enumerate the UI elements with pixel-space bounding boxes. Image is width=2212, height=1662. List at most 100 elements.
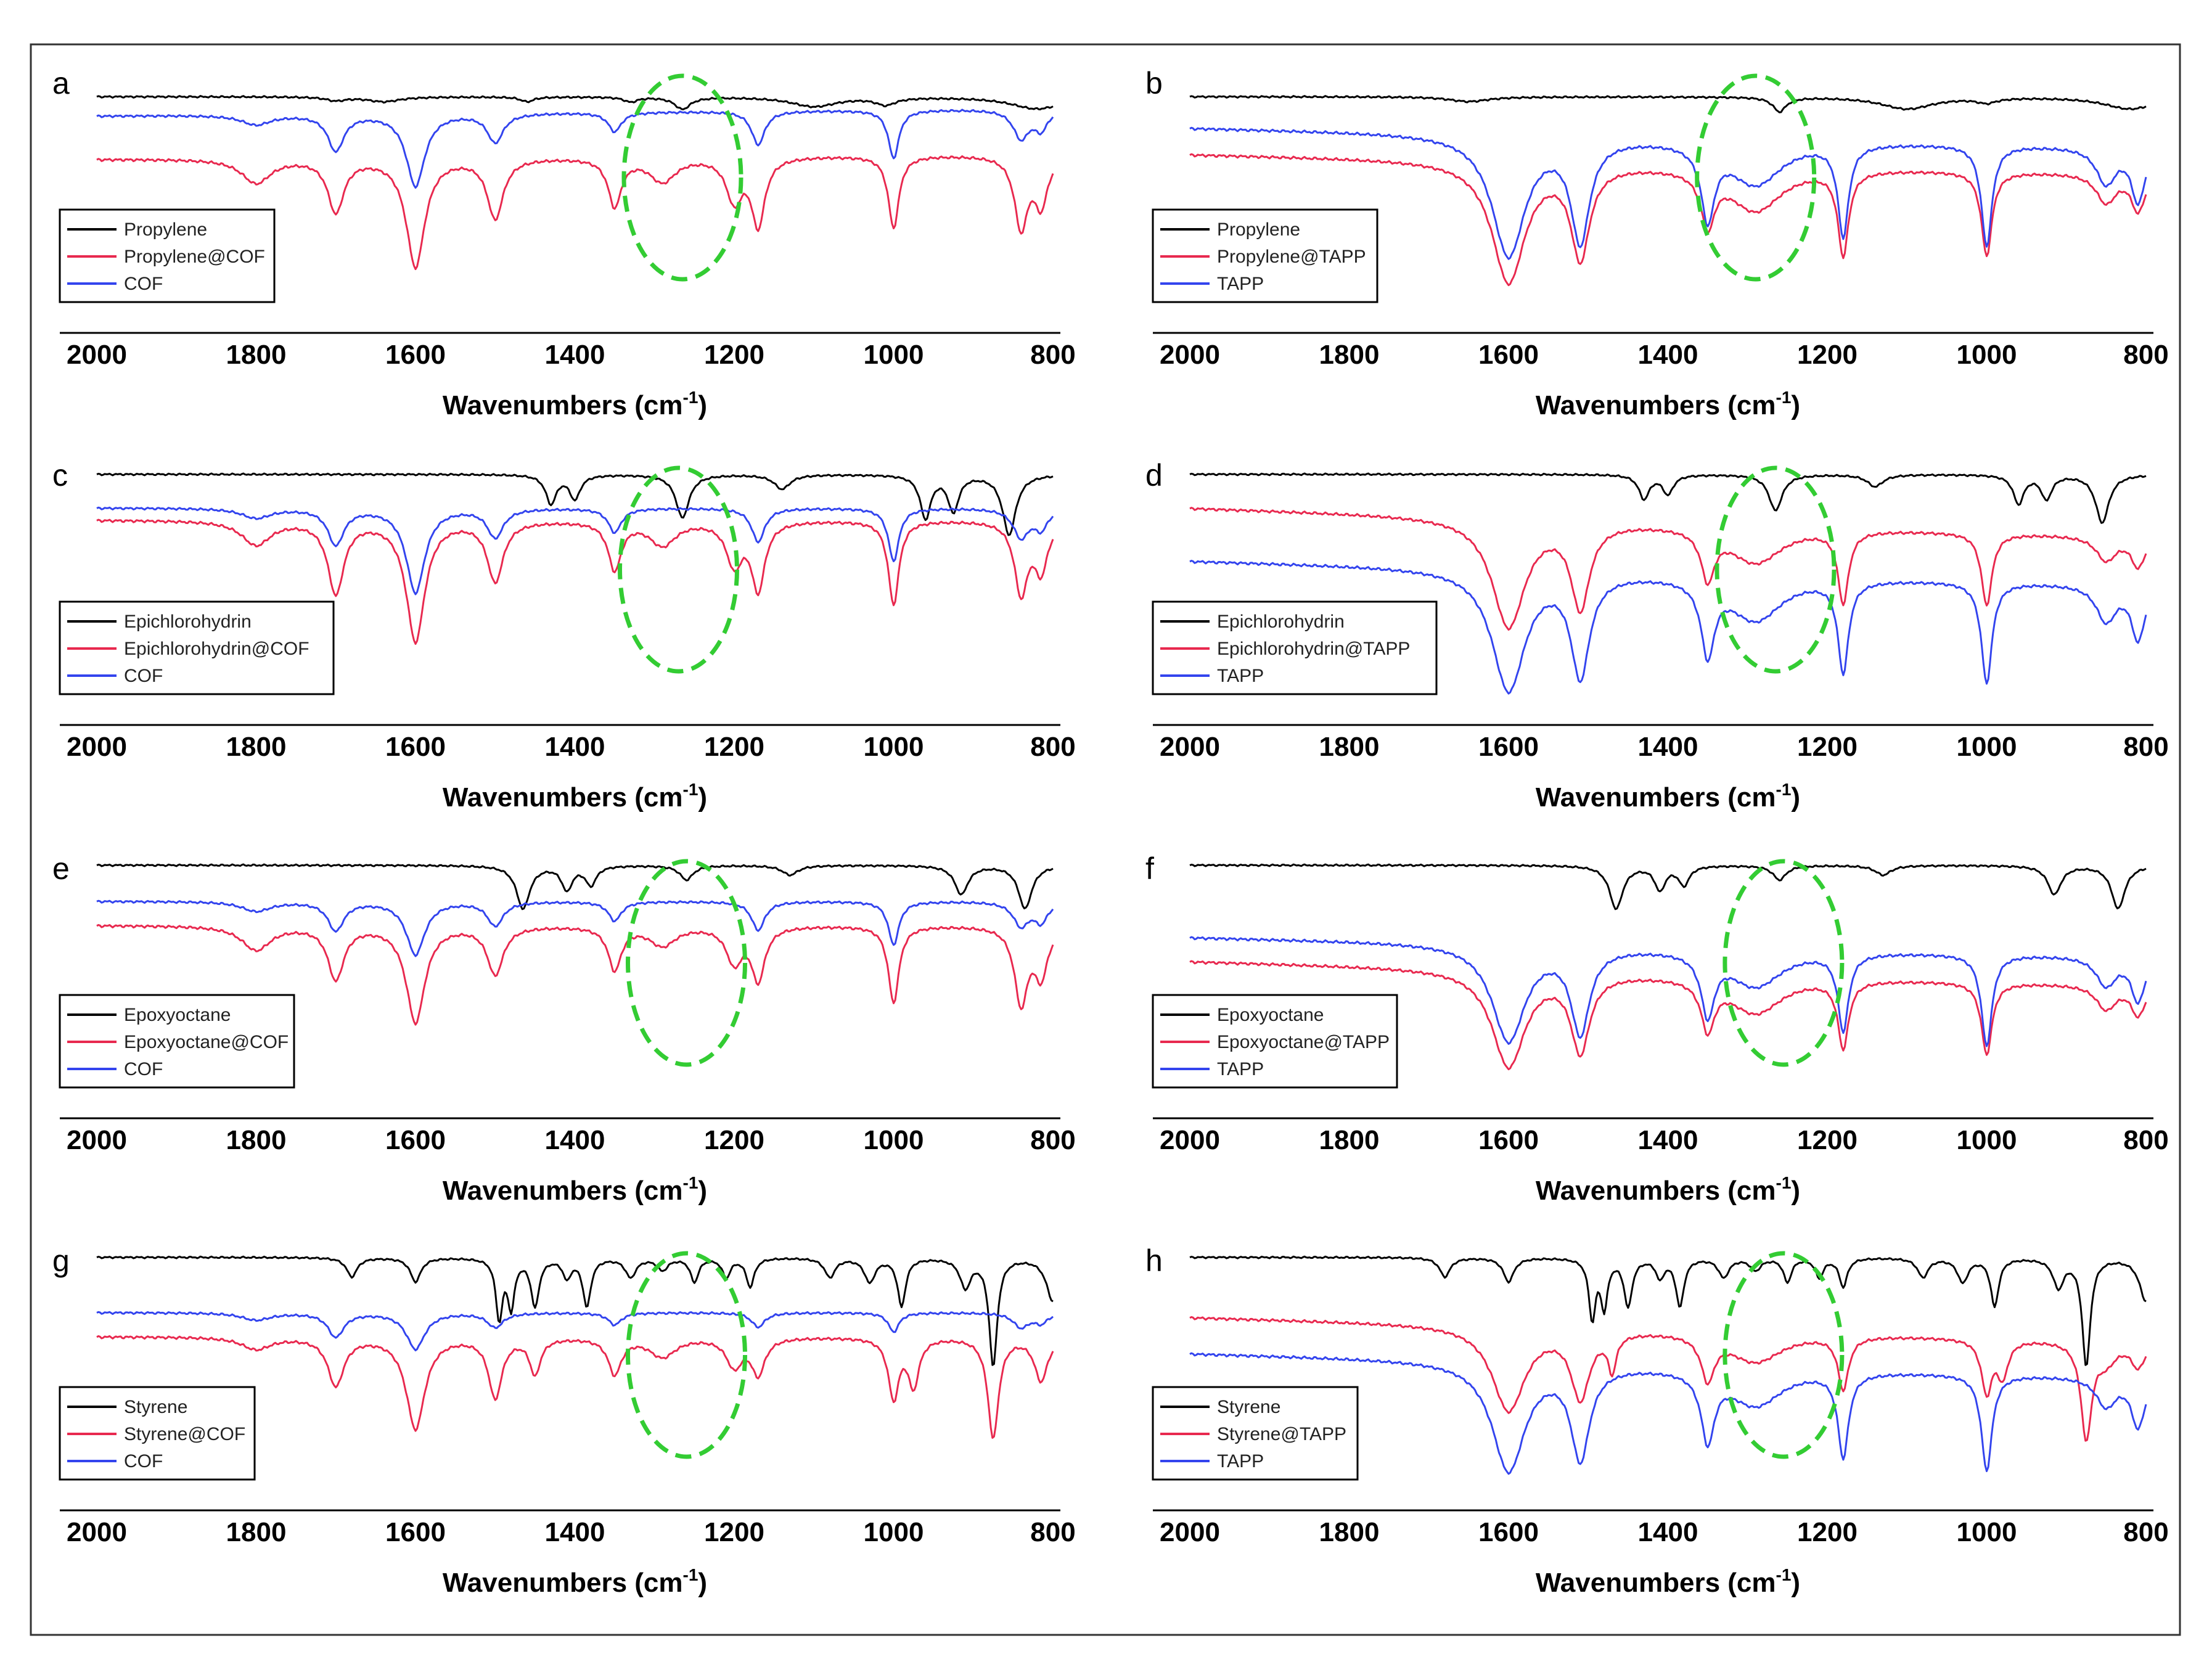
spectrum-line-cof (96, 506, 1054, 596)
spectrum-line-tapp (1189, 126, 2147, 260)
panel-letter: a (52, 66, 70, 100)
x-tick-label: 1800 (1319, 732, 1380, 762)
legend-label: Epoxyoctane@COF (124, 1032, 289, 1052)
figure-frame (30, 43, 2181, 1636)
x-tick-label: 1400 (1638, 1517, 1698, 1547)
legend-label: Styrene (1217, 1397, 1280, 1417)
legend-label: TAPP (1217, 666, 1264, 686)
x-tick-label: 800 (1030, 1517, 1075, 1547)
panel-letter: d (1145, 458, 1163, 493)
legend-label: Epichlorohydrin (1217, 612, 1345, 632)
panel-letter: g (52, 1243, 70, 1278)
legend-label: COF (124, 274, 163, 294)
spectrum-line-propylene-tapp (1189, 153, 2147, 287)
x-tick-label: 1000 (864, 1517, 924, 1547)
x-tick-label: 2000 (1160, 1125, 1220, 1155)
highlight-ellipse (621, 73, 743, 282)
spectrum-line-epichlorohydrin-tapp (1189, 507, 2147, 631)
panel-g: g 2000 1800 1600 1400 1200 1000 800 Wavenumbers … (52, 1243, 1076, 1598)
x-tick-label: 2000 (67, 340, 127, 370)
legend-label: TAPP (1217, 274, 1264, 294)
highlight-ellipse (1714, 465, 1837, 674)
legend-label: TAPP (1217, 1059, 1264, 1079)
x-tick-label: 1400 (545, 340, 605, 370)
x-tick-label: 1200 (1797, 340, 1858, 370)
legend: Styrene Styrene@TAPP TAPP (1152, 1386, 1359, 1481)
x-tick-label: 1600 (385, 1125, 446, 1155)
panel-letter: b (1145, 66, 1163, 100)
spectrum-line-epichlorohydrin (1189, 472, 2147, 524)
x-tick-label: 800 (2123, 732, 2168, 762)
spectrum-line-styrene-tapp (1189, 1316, 2147, 1442)
panel-d: d 2000 1800 1600 1400 1200 1000 800 Wavenumbers … (1145, 458, 2169, 813)
x-tick-label: 2000 (67, 732, 127, 762)
spectrum-line-epoxyoctane (1189, 863, 2147, 911)
legend: Propylene Propylene@TAPP TAPP (1152, 208, 1378, 303)
spectrum-line-styrene-cof (96, 1335, 1054, 1439)
x-tick-label: 1400 (1638, 732, 1698, 762)
spectrum-line-propylene-cof (96, 155, 1054, 271)
spectrum-line-tapp (1189, 1352, 2147, 1475)
spectrum-line-propylene (1189, 95, 2147, 113)
spectrum-line-cof (96, 1311, 1054, 1351)
x-tick-label: 1600 (385, 340, 446, 370)
legend: Epoxyoctane Epoxyoctane@TAPP TAPP (1152, 994, 1398, 1089)
x-tick-label: 800 (1030, 340, 1075, 370)
spectrum-line-epoxyoctane-tapp (1189, 960, 2147, 1071)
x-tick-label: 1200 (1797, 1125, 1858, 1155)
x-tick-label: 1600 (385, 1517, 446, 1547)
x-tick-label: 1200 (704, 1517, 764, 1547)
x-tick-label: 1000 (864, 340, 924, 370)
x-tick-label: 1800 (226, 340, 287, 370)
x-tick-label: 1800 (226, 1517, 287, 1547)
x-tick-label: 1400 (545, 732, 605, 762)
highlight-ellipse (618, 465, 739, 674)
panel-letter: h (1145, 1243, 1163, 1278)
spectrum-line-tapp (1189, 560, 2147, 695)
legend-label: Epoxyoctane (124, 1005, 231, 1025)
legend-label: Epichlorohydrin (124, 612, 252, 632)
legend-label: COF (124, 666, 163, 686)
spectrum-line-epoxyoctane (96, 863, 1054, 911)
x-axis-label: Wavenumbers (cm-1) (1536, 1565, 1800, 1598)
x-tick-label: 2000 (1160, 340, 1220, 370)
x-tick-label: 2000 (67, 1125, 127, 1155)
x-axis-label: Wavenumbers (cm-1) (1536, 1173, 1800, 1206)
x-tick-label: 1200 (1797, 732, 1858, 762)
legend-label: Epoxyoctane@TAPP (1217, 1032, 1390, 1052)
spectrum-line-epichlorohydrin-cof (96, 518, 1054, 645)
x-axis-label: Wavenumbers (cm-1) (443, 1565, 707, 1598)
x-tick-label: 800 (1030, 1125, 1075, 1155)
x-tick-label: 1800 (1319, 1517, 1380, 1547)
legend-label: Styrene@TAPP (1217, 1424, 1346, 1444)
x-tick-label: 1000 (864, 1125, 924, 1155)
legend-label: Epichlorohydrin@COF (124, 639, 309, 659)
x-tick-label: 1000 (864, 732, 924, 762)
x-tick-label: 1200 (704, 732, 764, 762)
x-tick-label: 1200 (704, 340, 764, 370)
legend-label: Propylene@TAPP (1217, 247, 1366, 267)
x-tick-label: 1600 (1478, 732, 1539, 762)
x-tick-label: 1000 (1957, 1517, 2017, 1547)
spectrum-line-styrene (96, 1255, 1054, 1366)
x-tick-label: 2000 (1160, 732, 1220, 762)
panels-group: a 2000 1800 1600 1400 1200 1000 800 Wavenumbers … (52, 66, 2169, 1598)
x-tick-label: 1400 (1638, 1125, 1698, 1155)
x-tick-label: 1000 (1957, 1125, 2017, 1155)
highlight-ellipse (1722, 859, 1845, 1067)
x-tick-label: 1400 (545, 1517, 605, 1547)
spectrum-line-epoxyoctane-cof (96, 923, 1054, 1026)
panel-a: a 2000 1800 1600 1400 1200 1000 800 Wavenumbers … (52, 66, 1076, 420)
panel-f: f 2000 1800 1600 1400 1200 1000 800 Wavenumbers … (1145, 851, 2169, 1206)
spectrum-line-epichlorohydrin (96, 472, 1054, 536)
x-tick-label: 1000 (1957, 732, 2017, 762)
spectrum-line-styrene (1189, 1255, 2147, 1366)
x-tick-label: 1600 (1478, 340, 1539, 370)
spectrum-line-cof (96, 108, 1054, 189)
spectrum-line-tapp (1189, 936, 2147, 1047)
x-tick-label: 1200 (704, 1125, 764, 1155)
panel-e: e 2000 1800 1600 1400 1200 1000 800 Wavenumbers … (52, 851, 1076, 1206)
legend: Epichlorohydrin Epichlorohydrin@COF COF (59, 600, 335, 695)
x-axis-label: Wavenumbers (cm-1) (1536, 388, 1800, 420)
